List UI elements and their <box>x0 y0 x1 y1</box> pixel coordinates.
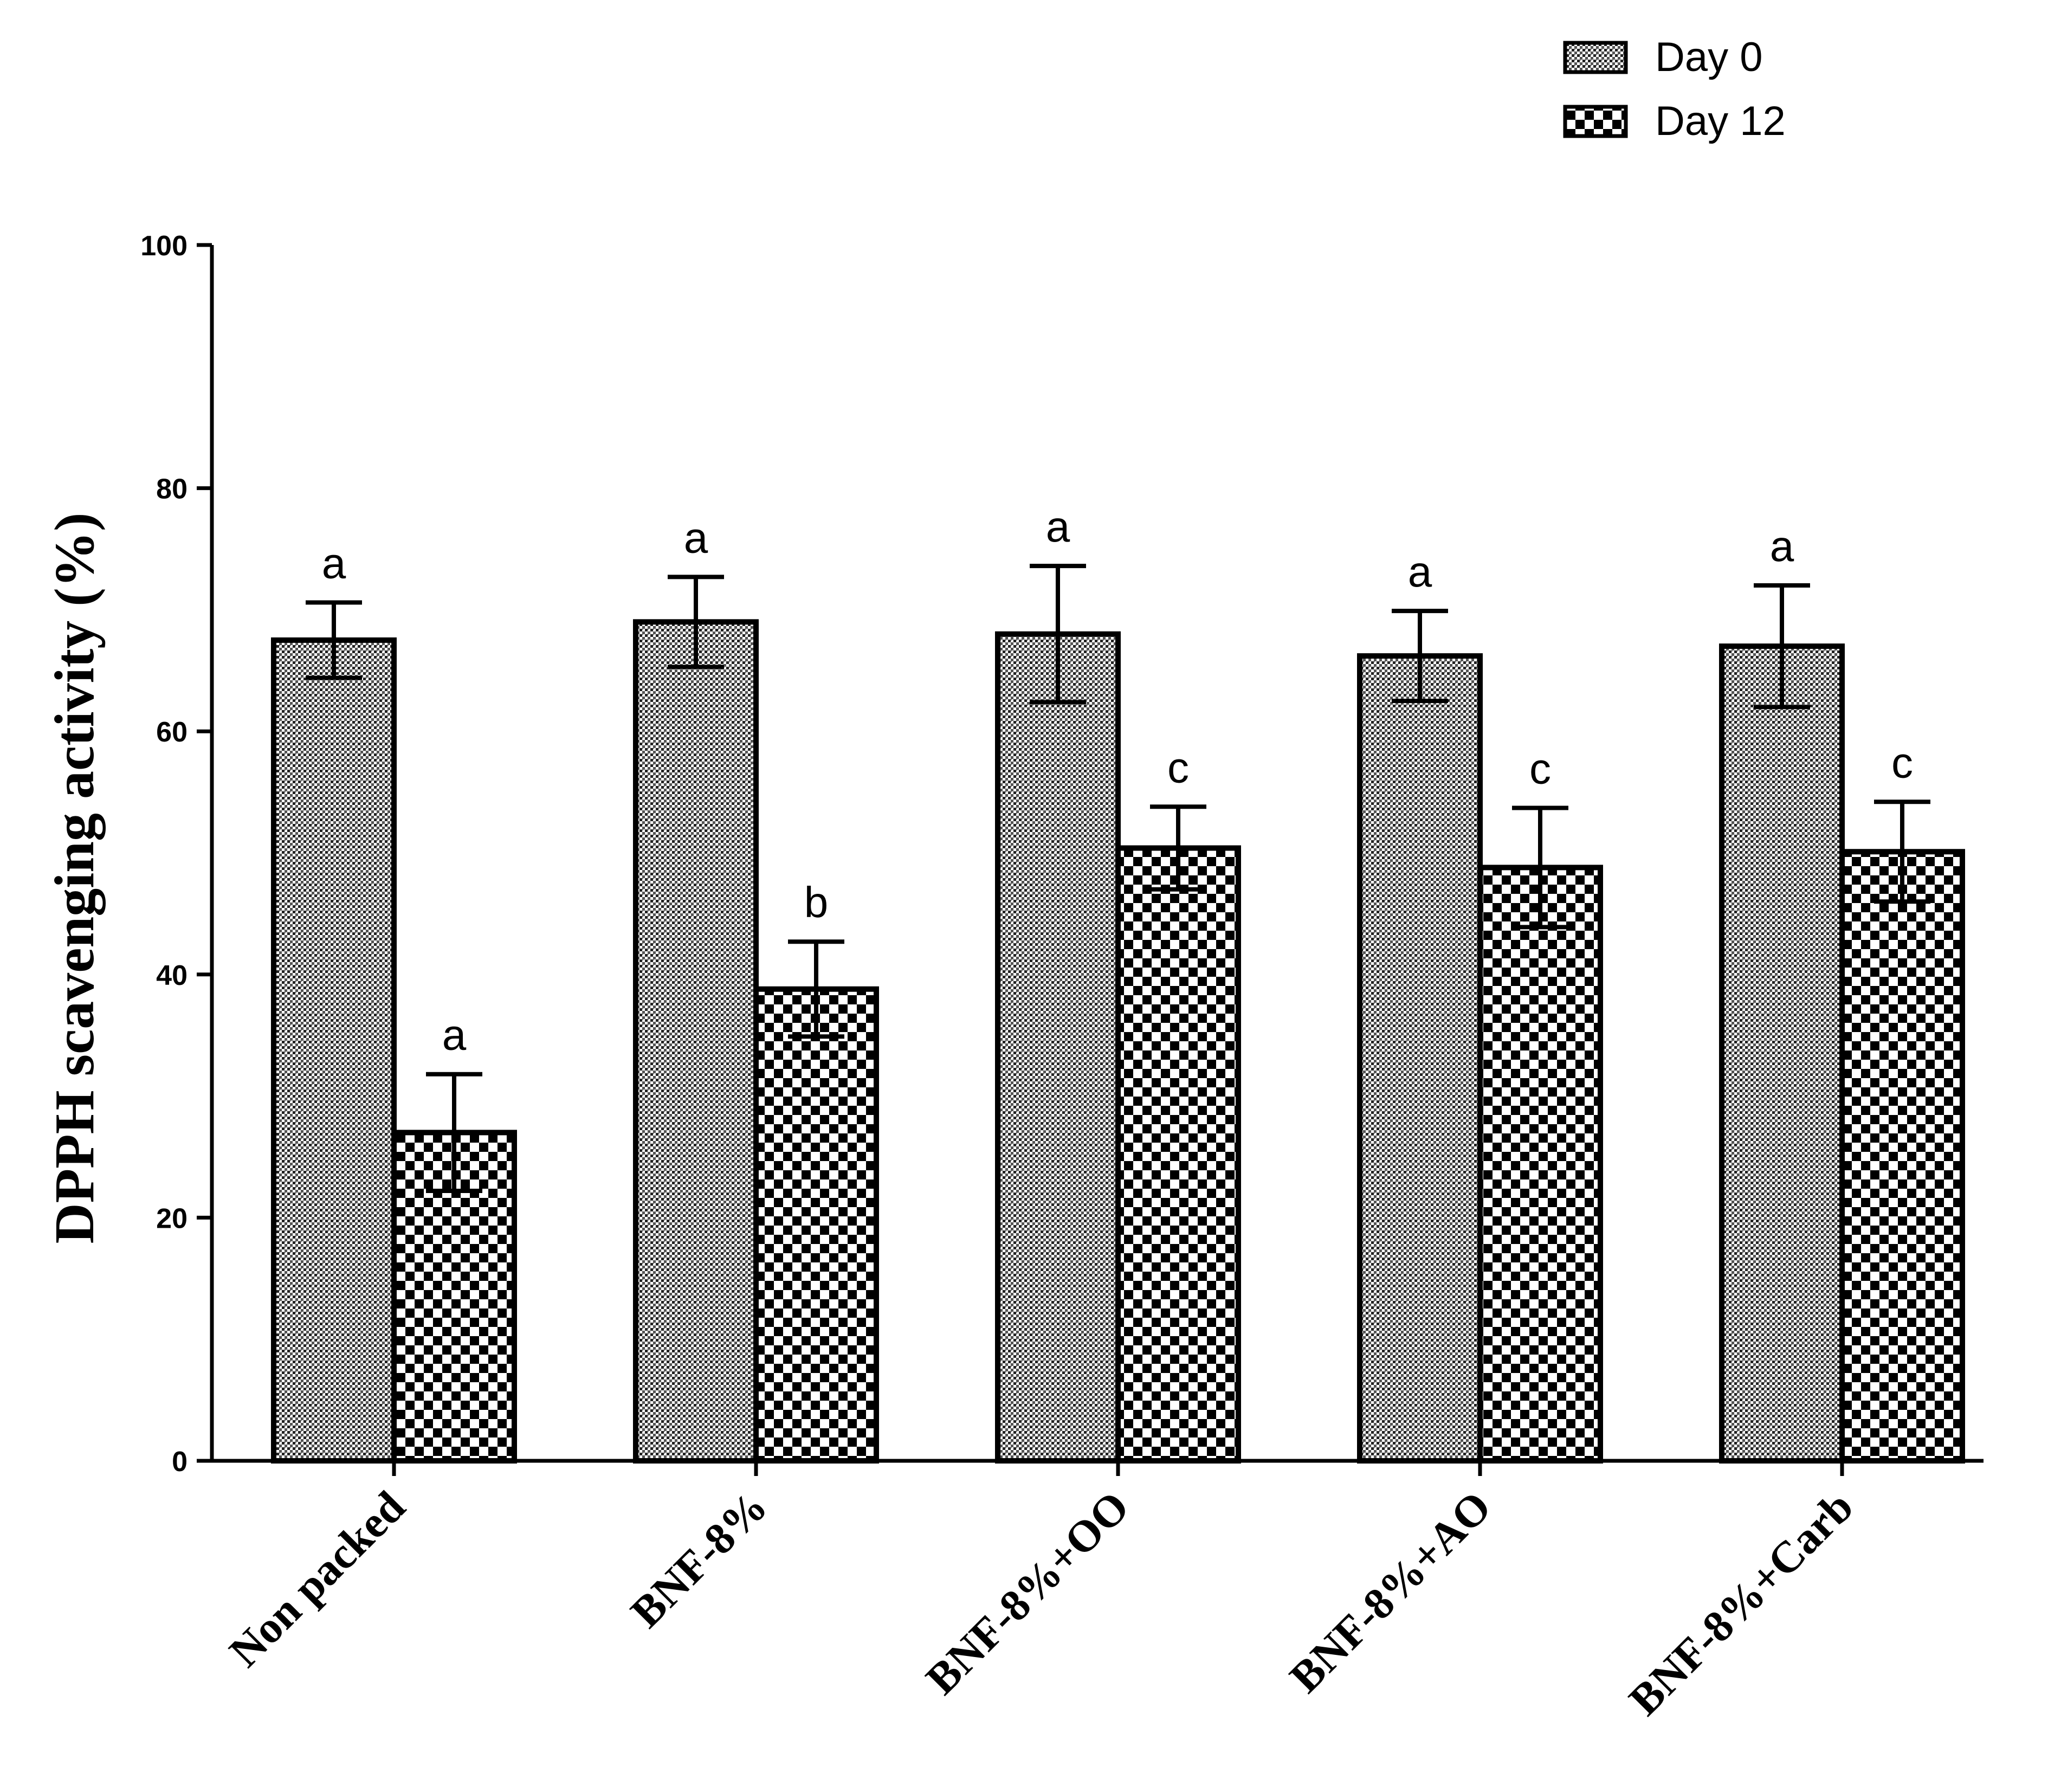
significance-letter: a <box>1770 522 1794 570</box>
legend-label-day-12: Day 12 <box>1655 98 1786 144</box>
significance-letter: a <box>442 1011 467 1059</box>
error-bar-day-0-non-packed <box>306 600 362 680</box>
x-tick-label-bnf-8-ao: BNF-8%+AO <box>1280 1481 1501 1702</box>
y-tick-label: 60 <box>156 717 188 748</box>
y-tick-label: 100 <box>140 230 188 262</box>
significance-letter: c <box>1529 745 1551 793</box>
significance-letter: a <box>1408 547 1432 596</box>
bar-day-0-non-packed <box>271 637 397 1464</box>
error-bar-day-12-bnf-8-ao <box>1512 805 1568 930</box>
y-tick-label: 0 <box>172 1446 188 1478</box>
legend-swatch-day-0 <box>1563 41 1628 74</box>
bar-day-12-bnf-8-carb <box>1839 849 1965 1464</box>
bars <box>271 619 1965 1464</box>
error-bar-day-12-bnf-8 <box>788 939 844 1039</box>
y-ticks: 0 20 40 60 80 100 <box>140 230 212 1478</box>
bar-day-0-bnf-8-oo <box>995 631 1121 1464</box>
significance-letter: a <box>1046 502 1070 551</box>
significance-letter: c <box>1167 743 1189 791</box>
legend: Day 0 Day 12 <box>1563 34 1786 144</box>
bar-day-0-bnf-8-ao <box>1357 653 1483 1464</box>
error-bar-day-0-bnf-8-ao <box>1392 609 1448 704</box>
x-tick-label-bnf-8-oo: BNF-8%+OO <box>916 1481 1139 1704</box>
significance-letter: a <box>684 513 708 562</box>
significance-letter: a <box>322 539 346 587</box>
significance-labels: a a a b a c a c a c <box>322 502 1913 1059</box>
significance-letter: c <box>1891 738 1913 787</box>
bar-day-0-bnf-8-carb <box>1719 643 1845 1464</box>
bar-day-12-bnf-8 <box>753 986 879 1464</box>
bar-day-12-bnf-8-ao <box>1477 865 1603 1464</box>
y-tick-label: 40 <box>156 960 188 991</box>
bar-day-0-bnf-8 <box>633 619 759 1464</box>
x-tick-label-bnf-8: BNF-8% <box>621 1481 777 1637</box>
legend-label-day-0: Day 0 <box>1655 34 1763 80</box>
x-tick-label-bnf-8-carb: BNF-8%+Carb <box>1619 1481 1862 1724</box>
error-bars <box>306 564 1930 1194</box>
error-bar-day-12-bnf-8-carb <box>1874 800 1930 904</box>
y-tick-label: 20 <box>156 1203 188 1234</box>
error-bar-day-0-bnf-8-carb <box>1754 583 1810 710</box>
bar-day-12-bnf-8-oo <box>1115 845 1241 1464</box>
error-bar-day-0-bnf-8-oo <box>1030 564 1086 705</box>
error-bar-day-12-non-packed <box>426 1072 482 1194</box>
error-bar-day-12-bnf-8-oo <box>1150 804 1206 892</box>
y-tick-label: 80 <box>156 474 188 505</box>
x-tick-label-non-packed: Non packed <box>220 1481 415 1676</box>
error-bar-day-0-bnf-8 <box>668 575 724 669</box>
x-ticks: Non packed BNF-8% BNF-8%+OO BNF-8%+AO BNF-8%… <box>220 1461 1863 1725</box>
y-axis-title: DPPH scavenging activity (%) <box>43 513 106 1244</box>
legend-swatch-day-12 <box>1563 105 1628 138</box>
significance-letter: b <box>804 878 829 926</box>
